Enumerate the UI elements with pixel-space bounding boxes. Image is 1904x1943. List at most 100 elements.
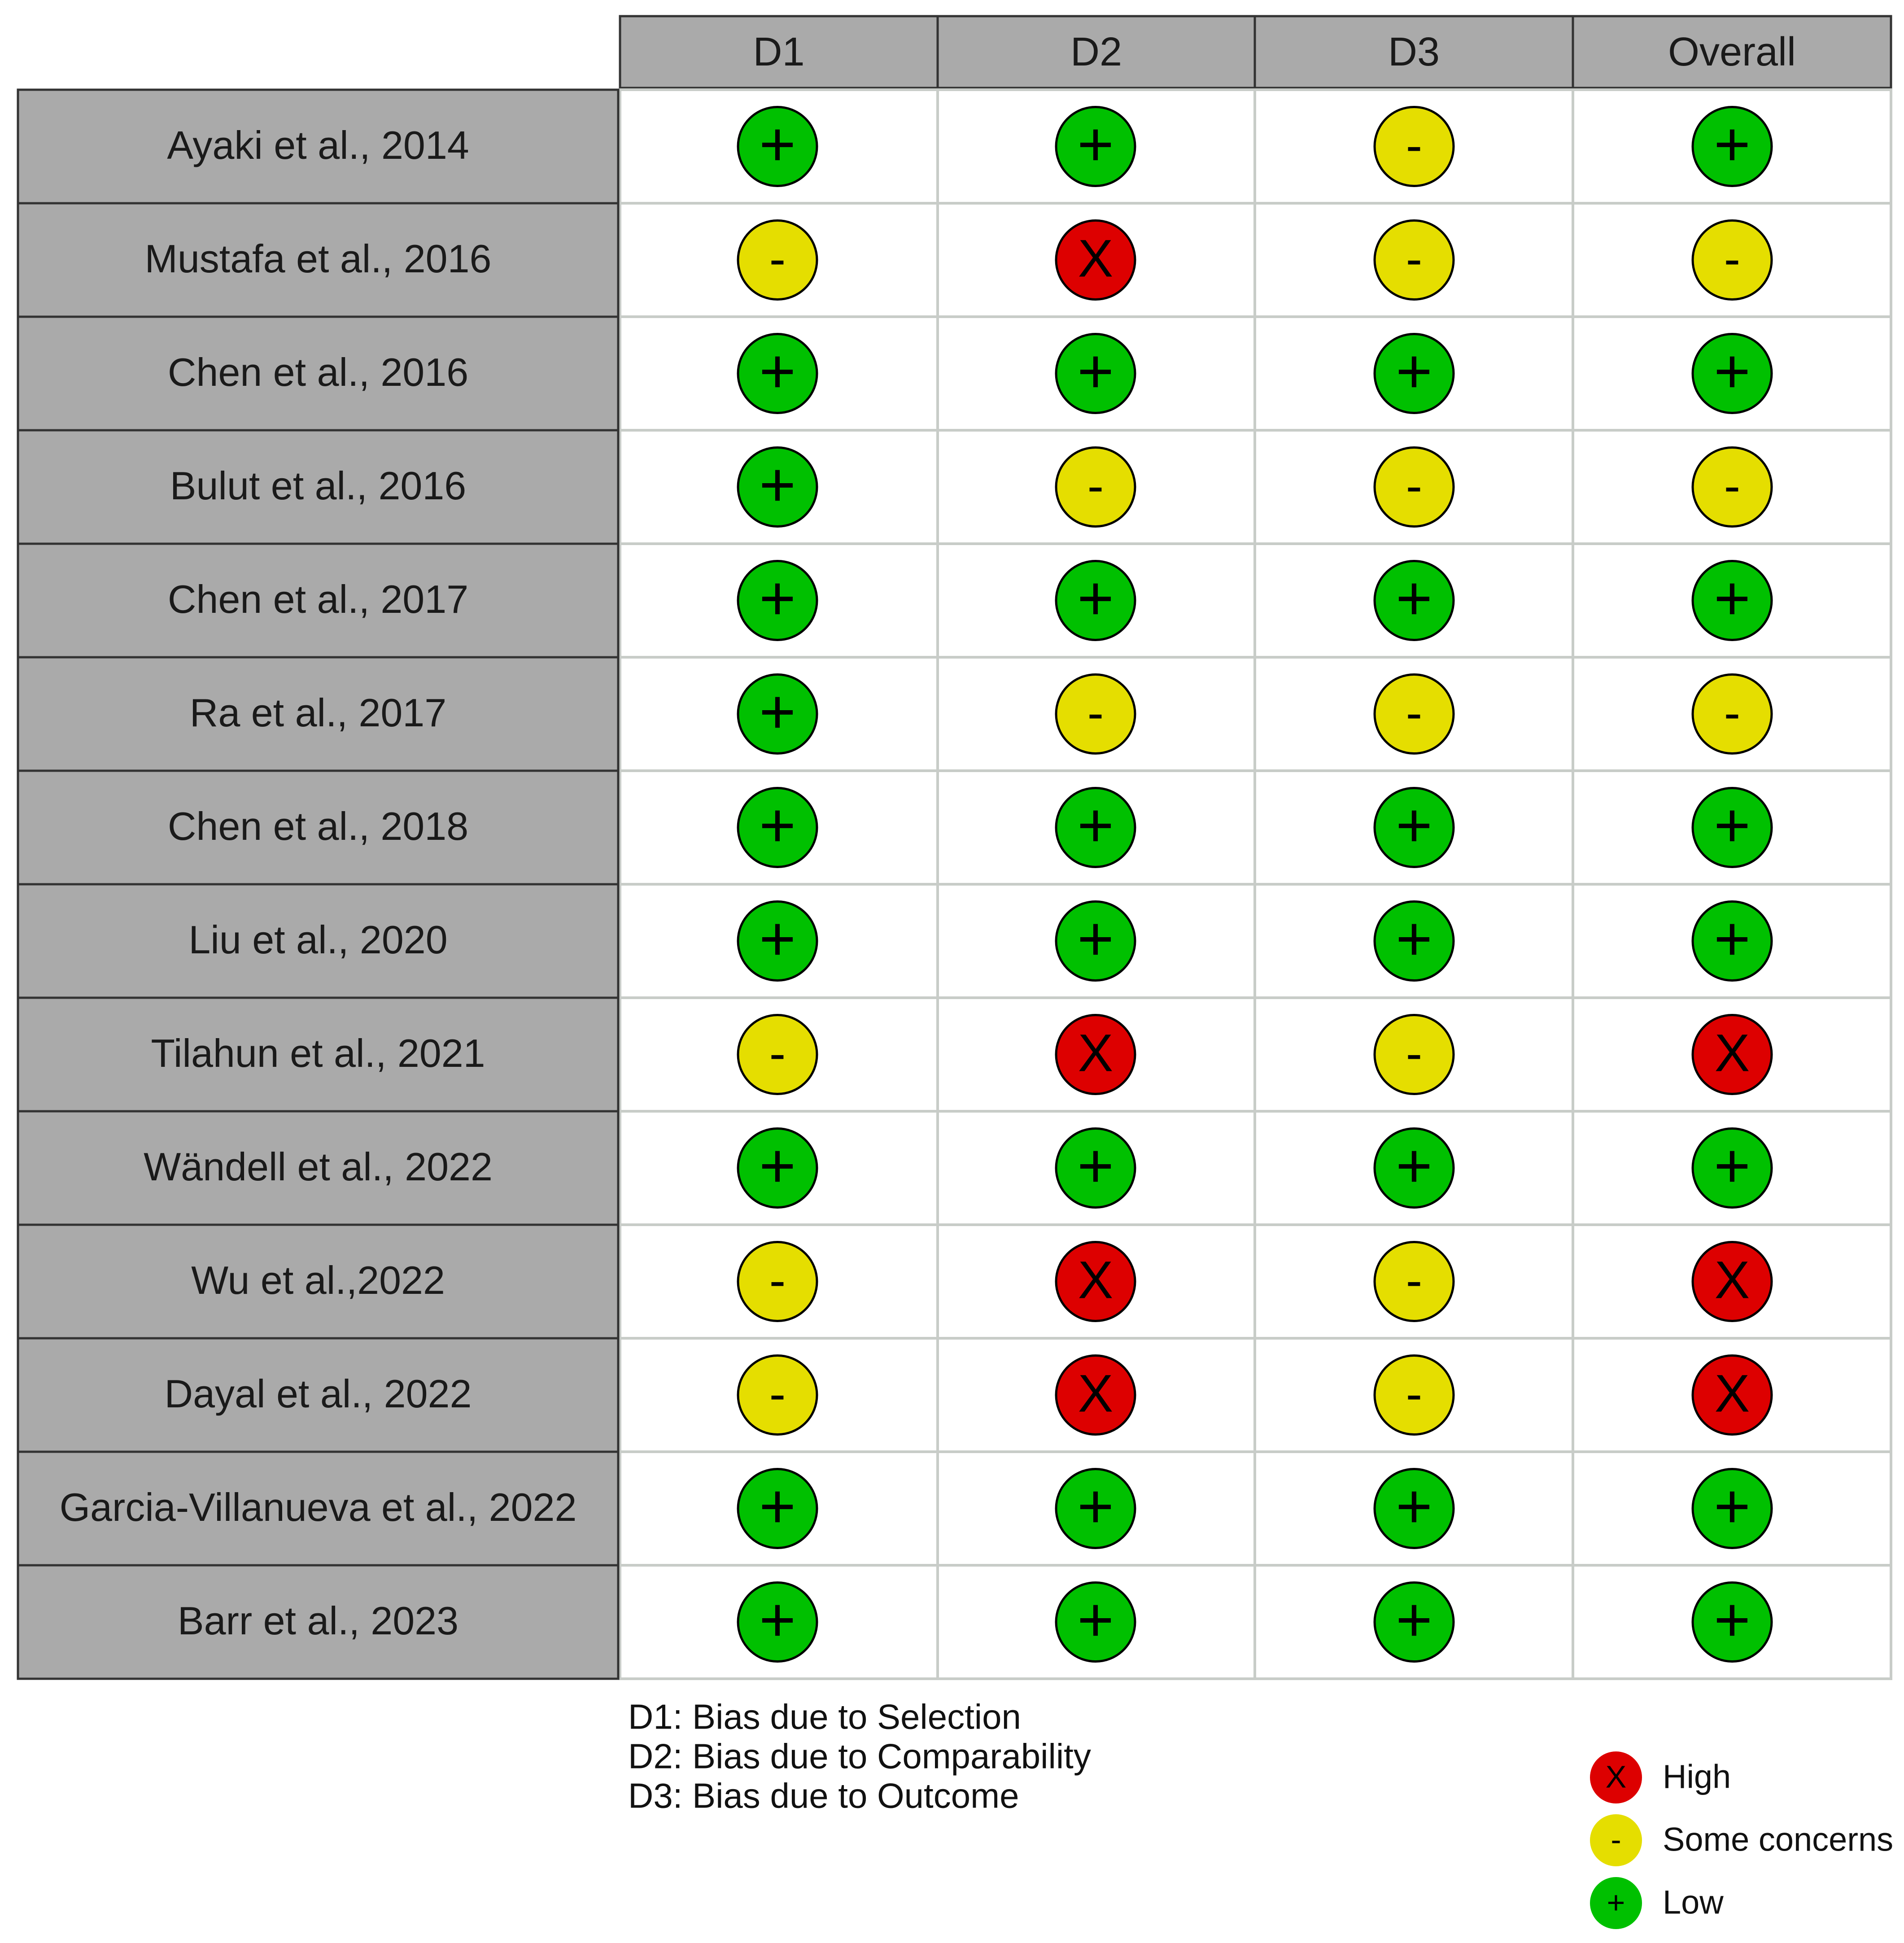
judgement-high-icon bbox=[1055, 1014, 1136, 1095]
judgement-high-icon bbox=[1055, 219, 1136, 301]
study-label-cell bbox=[17, 996, 620, 1113]
judgement-some-icon bbox=[1691, 219, 1773, 301]
judgement-symbol: - bbox=[1406, 686, 1423, 741]
judgement-symbol: - bbox=[1724, 231, 1741, 287]
judgement-low-icon bbox=[737, 106, 818, 187]
study-label: Chen et al., 2017 bbox=[168, 577, 468, 621]
judgement-some-icon bbox=[737, 1014, 818, 1095]
judgement-low-icon bbox=[1373, 560, 1455, 641]
judgement-low-icon bbox=[1055, 1581, 1136, 1663]
judgement-symbol: X bbox=[1078, 1364, 1114, 1423]
legend-label: High bbox=[1663, 1758, 1731, 1795]
judgement-low-icon bbox=[1055, 1127, 1136, 1209]
judgement-symbol: - bbox=[1406, 118, 1423, 173]
judgement-some-icon bbox=[1373, 1354, 1455, 1436]
judgement-low-icon bbox=[1055, 1468, 1136, 1549]
judgement-some-icon bbox=[737, 1241, 818, 1322]
judgement-low-icon bbox=[737, 1581, 818, 1663]
judgement-low-icon bbox=[1691, 106, 1773, 187]
judgement-symbol: - bbox=[1406, 1367, 1423, 1422]
judgement-low-icon bbox=[737, 900, 818, 982]
judgement-symbol: - bbox=[1087, 458, 1104, 514]
judgement-symbol: + bbox=[1396, 903, 1432, 974]
legend-low-icon bbox=[1590, 1877, 1642, 1929]
judgement-symbol: + bbox=[1396, 790, 1432, 860]
judgement-low-icon bbox=[1373, 787, 1455, 868]
judgement-symbol: + bbox=[1714, 790, 1751, 860]
column-header-overall bbox=[1572, 15, 1892, 89]
judgement-symbol: + bbox=[1077, 109, 1114, 179]
judgement-symbol: - bbox=[769, 1253, 786, 1308]
study-label-cell bbox=[17, 1450, 620, 1567]
judgement-symbol: + bbox=[1714, 1584, 1751, 1655]
judgement-high-icon bbox=[1055, 1241, 1136, 1322]
study-label-cell bbox=[17, 1564, 620, 1680]
judgement-symbol: + bbox=[759, 790, 796, 860]
column-header-d1 bbox=[619, 15, 939, 89]
judgement-low-icon bbox=[1691, 1468, 1773, 1549]
legend-symbol: - bbox=[1611, 1822, 1621, 1857]
study-label: Tilahun et al., 2021 bbox=[151, 1031, 485, 1075]
study-label-cell bbox=[17, 88, 620, 205]
judgement-symbol: + bbox=[1714, 336, 1751, 406]
judgement-some-icon bbox=[1373, 446, 1455, 528]
judgement-symbol: + bbox=[1714, 1471, 1751, 1541]
judgement-low-icon bbox=[1691, 560, 1773, 641]
domain-note: D1: Bias due to Selection bbox=[628, 1697, 1021, 1737]
judgement-low-icon bbox=[737, 1468, 818, 1549]
study-label: Wu et al.,2022 bbox=[191, 1258, 445, 1302]
judgement-symbol: + bbox=[1396, 1584, 1432, 1655]
study-label: Chen et al., 2016 bbox=[168, 350, 468, 394]
judgement-symbol: + bbox=[759, 1471, 796, 1541]
judgement-high-icon bbox=[1691, 1014, 1773, 1095]
study-label-cell bbox=[17, 429, 620, 545]
judgement-symbol: - bbox=[769, 1367, 786, 1422]
judgement-symbol: + bbox=[759, 336, 796, 406]
study-label: Mustafa et al., 2016 bbox=[145, 236, 492, 281]
column-header-label: D1 bbox=[753, 30, 804, 74]
domain-note: D3: Bias due to Outcome bbox=[628, 1776, 1019, 1816]
column-header-label: D2 bbox=[1070, 30, 1122, 74]
study-label-cell bbox=[17, 769, 620, 886]
judgement-symbol: + bbox=[759, 563, 796, 633]
judgement-low-icon bbox=[1691, 900, 1773, 982]
judgement-low-icon bbox=[1691, 787, 1773, 868]
judgement-low-icon bbox=[1373, 900, 1455, 982]
judgement-low-icon bbox=[737, 446, 818, 528]
legend-symbol: X bbox=[1606, 1759, 1627, 1794]
judgement-symbol: X bbox=[1078, 1251, 1114, 1310]
study-label: Barr et al., 2023 bbox=[178, 1598, 459, 1643]
judgement-symbol: X bbox=[1078, 1024, 1114, 1083]
study-label: Wändell et al., 2022 bbox=[144, 1144, 493, 1189]
judgement-some-icon bbox=[737, 219, 818, 301]
study-label-cell bbox=[17, 1337, 620, 1453]
domain-note: D2: Bias due to Comparability bbox=[628, 1737, 1091, 1776]
judgement-low-icon bbox=[1373, 333, 1455, 414]
study-label-cell bbox=[17, 202, 620, 318]
judgement-symbol: + bbox=[1077, 563, 1114, 633]
judgement-low-icon bbox=[1055, 106, 1136, 187]
judgement-some-icon bbox=[1055, 446, 1136, 528]
judgement-some-icon bbox=[1373, 673, 1455, 755]
study-label: Chen et al., 2018 bbox=[168, 804, 468, 848]
judgement-some-icon bbox=[1373, 106, 1455, 187]
study-label: Ayaki et al., 2014 bbox=[167, 123, 469, 167]
judgement-low-icon bbox=[1691, 1581, 1773, 1663]
judgement-low-icon bbox=[1055, 333, 1136, 414]
judgement-low-icon bbox=[1055, 787, 1136, 868]
judgement-symbol: + bbox=[1396, 336, 1432, 406]
judgement-symbol: - bbox=[1406, 1253, 1423, 1308]
judgement-symbol: + bbox=[1396, 1130, 1432, 1201]
judgement-low-icon bbox=[1055, 900, 1136, 982]
judgement-symbol: + bbox=[1077, 903, 1114, 974]
judgement-low-icon bbox=[1373, 1468, 1455, 1549]
judgement-symbol: - bbox=[769, 231, 786, 287]
column-header-label: D3 bbox=[1388, 30, 1440, 74]
judgement-symbol: + bbox=[759, 109, 796, 179]
judgement-symbol: + bbox=[1714, 109, 1751, 179]
judgement-symbol: + bbox=[1714, 1130, 1751, 1201]
legend-symbol: + bbox=[1607, 1885, 1625, 1920]
study-label-cell bbox=[17, 883, 620, 999]
judgement-symbol: + bbox=[1077, 1471, 1114, 1541]
judgement-symbol: + bbox=[1714, 563, 1751, 633]
